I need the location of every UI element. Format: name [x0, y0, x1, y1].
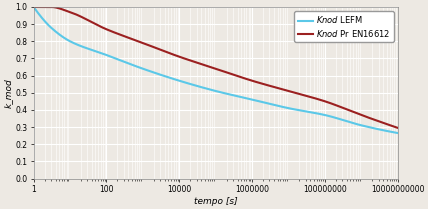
- Y-axis label: k_mod: k_mod: [3, 78, 12, 108]
- X-axis label: tempo [s]: tempo [s]: [194, 196, 238, 205]
- Legend: $\it{Knod}$ LEFM, $\it{Knod}$ Pr EN16612: $\it{Knod}$ LEFM, $\it{Knod}$ Pr EN16612: [294, 11, 394, 42]
